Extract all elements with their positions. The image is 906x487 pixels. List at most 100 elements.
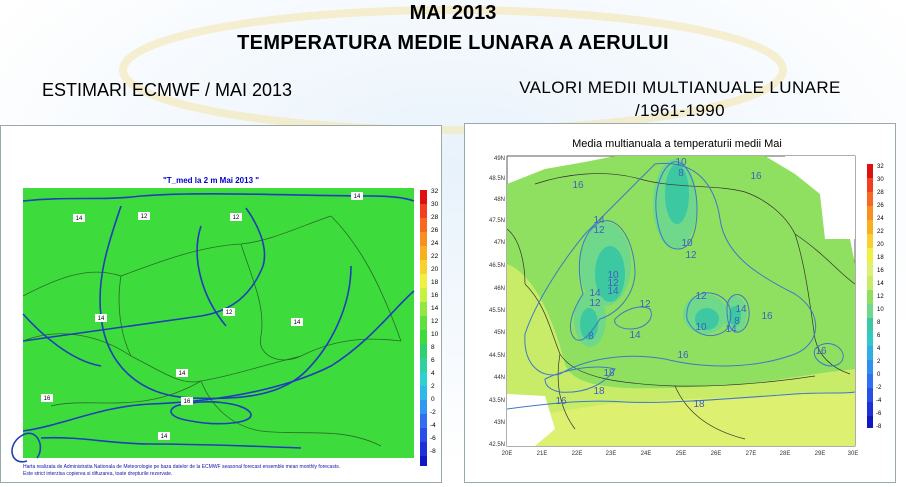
svg-text:22: 22 (877, 229, 884, 235)
svg-text:20E: 20E (502, 451, 513, 457)
svg-text:16: 16 (877, 268, 884, 274)
right-isoline-label: 12 (685, 250, 697, 261)
svg-text:6: 6 (877, 333, 881, 339)
svg-text:-6: -6 (876, 411, 882, 417)
left-map-borders (22, 215, 402, 447)
right-isoline-label: 12 (589, 298, 601, 309)
right-isoline-label: 16 (555, 396, 567, 407)
svg-text:24E: 24E (641, 451, 652, 457)
right-map-caption-line1: VALORI MEDII MULTIANUALE LUNARE (519, 78, 841, 97)
right-isoline-label: 18 (693, 399, 705, 410)
right-isoline-label: 8 (588, 331, 594, 342)
multiannual-mean-map: Media multianuala a temperaturii medii M… (489, 138, 884, 457)
right-colorbar-ticks: 32 30 28 26 24 22 20 18 16 14 12 10 8 6 … (876, 164, 884, 430)
right-isoline-label: 14 (607, 286, 619, 297)
right-isoline-label: 14 (725, 324, 737, 335)
svg-text:-8: -8 (876, 424, 882, 430)
svg-text:43.5N: 43.5N (489, 398, 505, 404)
left-map-caption: ESTIMARI ECMWF / MAI 2013 (42, 80, 293, 100)
left-isoline-label: 12 (233, 215, 240, 221)
right-isoline-label: 16 (815, 346, 827, 357)
right-isoline-label: 14 (735, 304, 747, 315)
svg-text:25E: 25E (676, 451, 687, 457)
svg-text:8: 8 (431, 344, 435, 351)
svg-text:4: 4 (877, 346, 881, 352)
right-map-caption: VALORI MEDII MULTIANUALE LUNARE /1961-19… (480, 76, 880, 122)
svg-text:-4: -4 (430, 422, 436, 429)
svg-text:8: 8 (877, 320, 881, 326)
svg-text:-6: -6 (430, 435, 436, 442)
svg-text:27E: 27E (746, 451, 757, 457)
svg-text:24: 24 (431, 240, 439, 247)
multiannual-mean-map-panel: Media multianuala a temperaturii medii M… (464, 123, 896, 483)
svg-text:42.5N: 42.5N (489, 442, 505, 448)
svg-text:0: 0 (431, 396, 435, 403)
right-map-title: Media multianuala a temperaturii medii M… (572, 138, 782, 150)
svg-text:22: 22 (431, 253, 439, 260)
right-isoline-label: 10 (675, 157, 687, 168)
right-isoline-label: 12 (695, 291, 707, 302)
right-isoline-label: 18 (603, 368, 615, 379)
left-map-isoline-labels: 14 12 12 14 12 14 14 14 16 16 14 (41, 192, 363, 440)
svg-text:46.5N: 46.5N (489, 263, 505, 269)
left-map-footer-line1: Harta realizata de Administratia Nationa… (23, 464, 340, 470)
svg-text:28: 28 (431, 214, 439, 221)
left-isoline-label: 16 (44, 396, 51, 402)
right-isoline-label: 16 (677, 350, 689, 361)
svg-text:26: 26 (431, 227, 439, 234)
svg-text:-4: -4 (876, 398, 882, 404)
svg-text:12: 12 (877, 294, 884, 300)
right-map-lon-labels: 20E 21E 22E 23E 24E 25E 26E 27E 28E 29E … (502, 451, 859, 457)
svg-text:16: 16 (431, 292, 439, 299)
right-map-isoline-labels: 10 8 16 16 14 12 10 12 10 12 14 14 12 8 … (555, 157, 827, 410)
right-isoline-label: 14 (589, 288, 601, 299)
svg-text:46N: 46N (494, 286, 505, 292)
svg-text:10: 10 (431, 331, 439, 338)
svg-text:-2: -2 (876, 385, 882, 391)
svg-text:44.5N: 44.5N (489, 353, 505, 359)
svg-text:-2: -2 (430, 409, 436, 416)
left-isoline-label: 14 (161, 434, 168, 440)
left-isoline-label: 14 (354, 194, 361, 200)
svg-text:30E: 30E (848, 451, 859, 457)
svg-text:26: 26 (877, 203, 884, 209)
right-colorbar (867, 164, 873, 428)
svg-text:30: 30 (431, 201, 439, 208)
right-isoline-label: 12 (607, 278, 619, 289)
left-isoline-label: 14 (76, 216, 83, 222)
right-isoline-label: 10 (681, 238, 693, 249)
right-isoline-label: 18 (593, 386, 605, 397)
right-map-mountain-cores (574, 159, 747, 347)
right-map-south-yellow (507, 392, 855, 446)
svg-text:43N: 43N (494, 420, 505, 426)
svg-text:2: 2 (431, 383, 435, 390)
left-map-title: "T_med la 2 m Mai 2013 " (163, 176, 259, 185)
left-isoline-label: 14 (179, 371, 186, 377)
right-isoline-label: 16 (761, 311, 773, 322)
svg-text:29E: 29E (815, 451, 826, 457)
right-isoline-label: 8 (734, 316, 740, 327)
svg-text:32: 32 (431, 188, 439, 195)
svg-text:14: 14 (431, 305, 439, 312)
right-isoline-label: 10 (607, 270, 619, 281)
svg-text:26E: 26E (711, 451, 722, 457)
right-isoline-label: 12 (593, 225, 605, 236)
svg-text:4: 4 (431, 370, 435, 377)
svg-text:10: 10 (877, 307, 884, 313)
svg-text:48N: 48N (494, 197, 505, 203)
svg-text:30: 30 (877, 177, 884, 183)
svg-text:23E: 23E (606, 451, 617, 457)
svg-text:14: 14 (877, 281, 884, 287)
svg-text:21E: 21E (537, 451, 548, 457)
right-map-isolines (506, 161, 856, 410)
left-isoline-label: 14 (294, 320, 301, 326)
svg-text:-8: -8 (430, 448, 436, 455)
page-title-month: MAI 2013 (409, 2, 497, 24)
left-isoline-label: 14 (98, 316, 105, 322)
svg-text:0: 0 (877, 372, 881, 378)
ecmwf-forecast-map-panel: "T_med la 2 m Mai 2013 " (0, 125, 442, 483)
svg-text:47N: 47N (494, 240, 505, 246)
right-isoline-label: 16 (572, 180, 584, 191)
left-map-footer-line2: Este strict interzisa copierea si difuza… (23, 471, 172, 477)
right-map-mask-ne (785, 156, 855, 239)
